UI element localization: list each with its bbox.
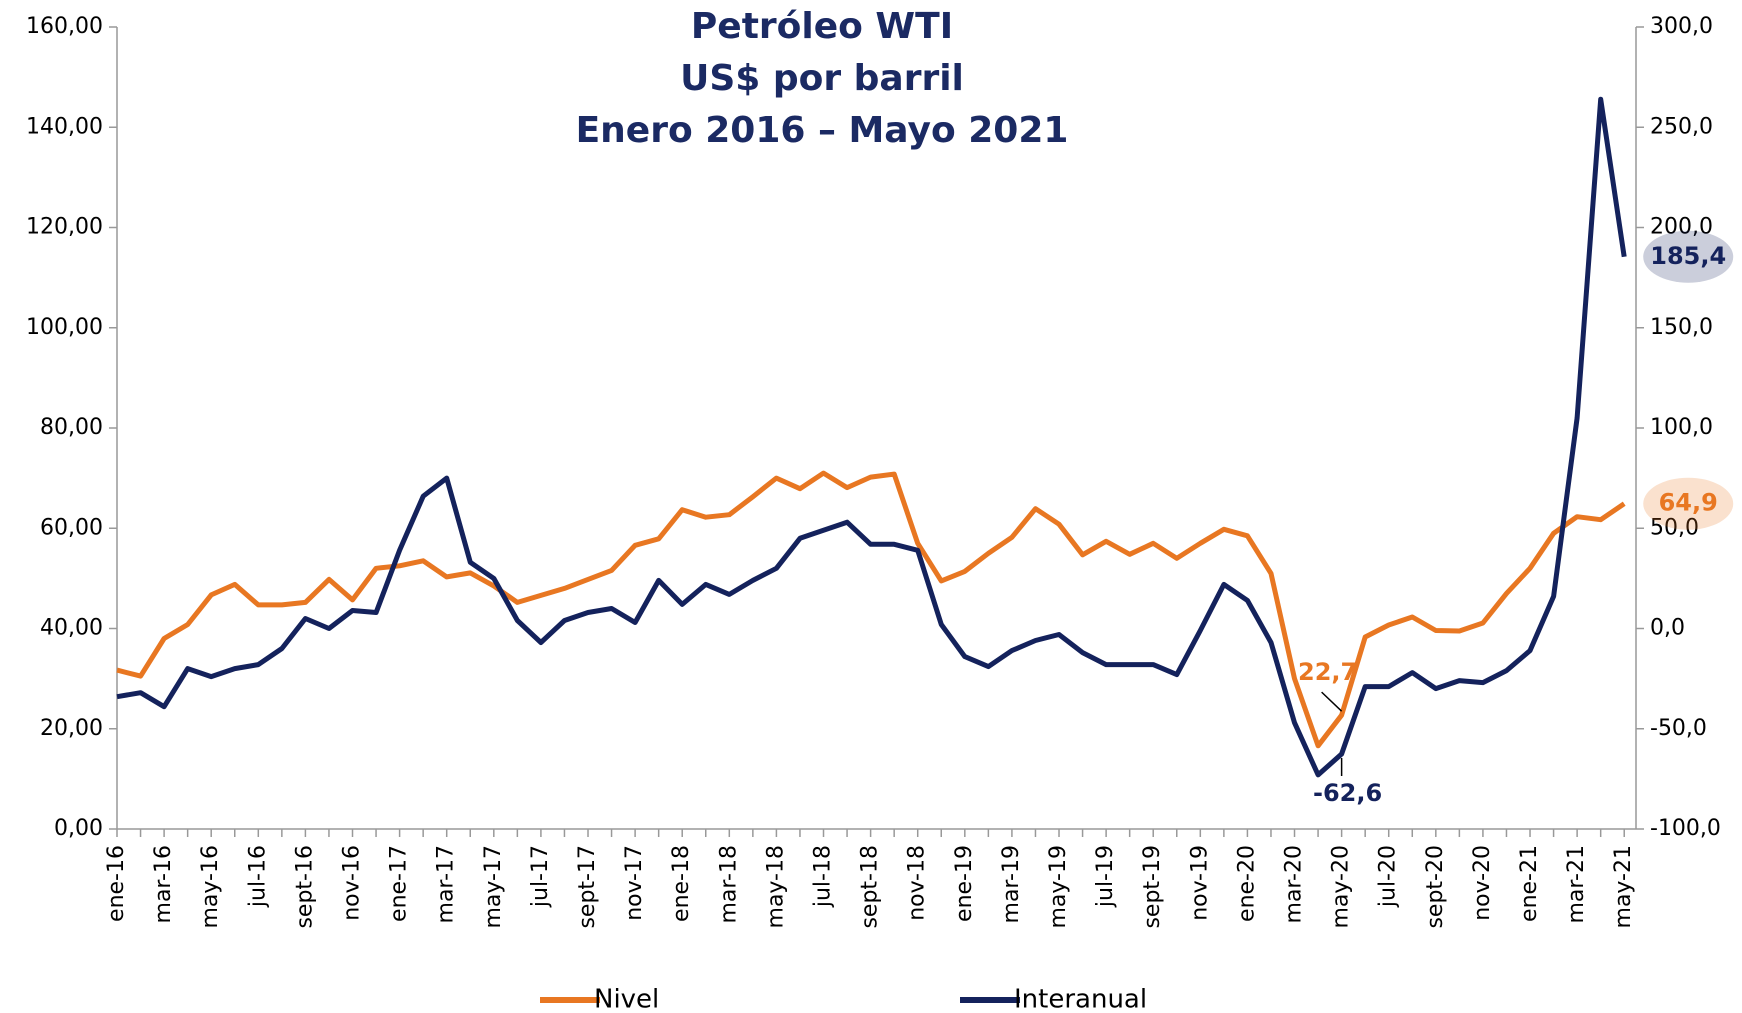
y2-tick-label: 0,0 (1650, 616, 1685, 641)
x-tick-label: jul-19 (1093, 845, 1118, 908)
x-tick-label: mar-19 (999, 845, 1024, 923)
x-tick-label: ene-20 (1234, 845, 1259, 922)
series-line (116, 470, 1626, 749)
data-label: 22,7 (1298, 658, 1357, 686)
chart-title: Enero 2016 – Mayo 2021 (576, 110, 1069, 151)
x-tick-label: ene-19 (952, 845, 977, 922)
x-tick-label: may-17 (481, 845, 506, 928)
x-tick-label: ene-18 (669, 845, 694, 922)
x-tick-label: may-20 (1329, 845, 1354, 928)
legend-label: Nivel (594, 985, 659, 1013)
y-tick-label: 40,00 (40, 616, 103, 641)
x-tick-label: sept-17 (575, 845, 600, 929)
x-tick-label: nov-17 (622, 845, 647, 921)
legend-label: Interanual (1014, 985, 1147, 1013)
x-tick-label: mar-18 (716, 845, 741, 923)
x-tick-label: may-18 (763, 845, 788, 928)
x-tick-label: mar-20 (1282, 845, 1307, 923)
x-tick-label: ene-21 (1517, 845, 1542, 922)
x-tick-label: nov-20 (1470, 845, 1495, 921)
x-tick-label: nov-16 (340, 845, 365, 921)
x-tick-label: jul-18 (811, 845, 836, 908)
label-leader (1321, 691, 1343, 712)
series-line (116, 96, 1627, 778)
y-tick-label: 120,00 (26, 215, 103, 240)
x-tick-label: sept-19 (1140, 845, 1165, 929)
x-tick-label: jul-16 (245, 845, 270, 908)
x-tick-label: ene-16 (104, 845, 129, 922)
y2-tick-label: 100,0 (1650, 415, 1713, 440)
label-highlight (1643, 477, 1734, 530)
y2-tick-label: 150,0 (1650, 315, 1713, 340)
label-highlight (1643, 230, 1734, 283)
y-tick-label: 100,00 (26, 315, 103, 340)
y2-tick-label: -100,0 (1650, 816, 1721, 841)
x-tick-label: nov-18 (905, 845, 930, 921)
y-tick-label: 0,00 (54, 816, 103, 841)
y-tick-label: 20,00 (40, 716, 103, 741)
data-label: -62,6 (1313, 779, 1382, 807)
x-tick-label: may-21 (1611, 845, 1636, 928)
y2-tick-label: 250,0 (1650, 114, 1713, 139)
x-tick-label: may-16 (198, 845, 223, 928)
x-tick-label: may-19 (1046, 845, 1071, 928)
x-tick-label: sept-16 (292, 845, 317, 929)
y-tick-label: 140,00 (26, 114, 103, 139)
x-tick-label: sept-18 (858, 845, 883, 929)
x-tick-label: jul-17 (528, 845, 553, 908)
y2-tick-label: -50,0 (1650, 716, 1707, 741)
x-tick-label: jul-20 (1376, 845, 1401, 908)
y2-tick-label: 200,0 (1650, 215, 1713, 240)
y-tick-label: 80,00 (40, 415, 103, 440)
chart-title: US$ por barril (680, 58, 964, 99)
x-tick-label: mar-17 (434, 845, 459, 923)
data-label: 185,4 (1650, 242, 1726, 270)
chart-title: Petróleo WTI (691, 6, 953, 47)
data-label: 64,9 (1659, 489, 1718, 517)
x-tick-label: ene-17 (387, 845, 412, 922)
y2-tick-label: 50,0 (1650, 515, 1699, 540)
x-tick-label: mar-21 (1564, 845, 1589, 923)
y-tick-label: 60,00 (40, 515, 103, 540)
x-tick-label: nov-19 (1187, 845, 1212, 921)
y-tick-label: 160,00 (26, 14, 103, 39)
y2-tick-label: 300,0 (1650, 14, 1713, 39)
x-tick-label: mar-16 (151, 845, 176, 923)
x-tick-label: sept-20 (1423, 845, 1448, 929)
